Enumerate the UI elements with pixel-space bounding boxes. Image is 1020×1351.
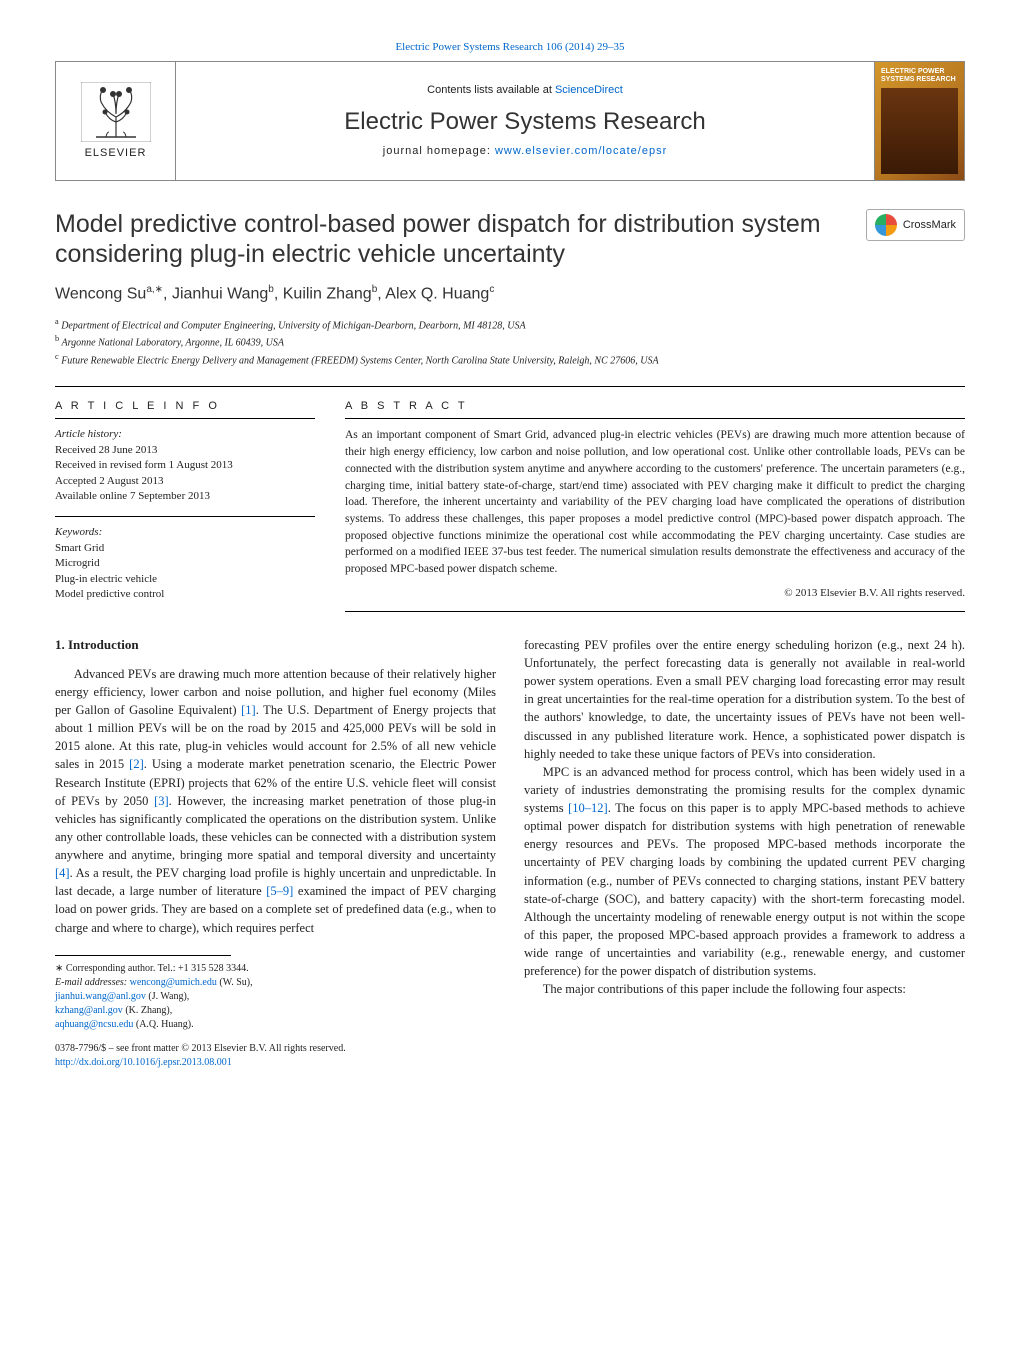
- issn-line: 0378-7796/$ – see front matter © 2013 El…: [55, 1042, 496, 1057]
- email-addresses: E-mail addresses: wencong@umich.edu (W. …: [55, 976, 496, 1032]
- article-title: Model predictive control-based power dis…: [55, 209, 846, 269]
- author-list: Wencong Sua,∗, Jianhui Wangb, Kuilin Zha…: [55, 283, 965, 306]
- history-list: Received 28 June 2013Received in revised…: [55, 443, 315, 505]
- cover-title: ELECTRIC POWER SYSTEMS RESEARCH: [881, 68, 958, 83]
- homepage-line: journal homepage: www.elsevier.com/locat…: [383, 144, 667, 159]
- section-1-heading: 1. Introduction: [55, 636, 496, 655]
- abstract-text: As an important component of Smart Grid,…: [345, 427, 965, 577]
- email-link[interactable]: kzhang@anl.gov: [55, 1005, 123, 1016]
- title-row: Model predictive control-based power dis…: [55, 209, 965, 269]
- info-rule: [55, 418, 315, 419]
- abstract-copyright: © 2013 Elsevier B.V. All rights reserved…: [345, 586, 965, 601]
- ref-3-link[interactable]: [3]: [154, 794, 169, 808]
- footnote-rule: [55, 955, 231, 956]
- contents-line: Contents lists available at ScienceDirec…: [427, 83, 623, 98]
- affiliations: a Department of Electrical and Computer …: [55, 316, 965, 368]
- article-info-heading: A R T I C L E I N F O: [55, 399, 315, 414]
- ref-1-link[interactable]: [1]: [241, 703, 256, 717]
- citation-header: Electric Power Systems Research 106 (201…: [55, 40, 965, 55]
- corresponding-author: ∗ Corresponding author. Tel.: +1 315 528…: [55, 962, 496, 976]
- journal-header-box: ELSEVIER Contents lists available at Sci…: [55, 61, 965, 181]
- column-left: 1. Introduction Advanced PEVs are drawin…: [55, 636, 496, 1071]
- history-label: Article history:: [55, 427, 315, 442]
- crossmark-icon: [875, 214, 897, 236]
- journal-cover-thumbnail: ELECTRIC POWER SYSTEMS RESEARCH: [874, 62, 964, 180]
- abstract-column: A B S T R A C T As an important componen…: [345, 399, 965, 612]
- ref-10-12-link[interactable]: [10–12]: [568, 801, 608, 815]
- cover-graphic: [881, 88, 958, 175]
- email-link[interactable]: jianhui.wang@anl.gov: [55, 991, 146, 1002]
- abstract-heading: A B S T R A C T: [345, 399, 965, 414]
- col2-paragraph-3: The major contributions of this paper in…: [524, 980, 965, 998]
- column-right: forecasting PEV profiles over the entire…: [524, 636, 965, 1071]
- affiliation-c: c Future Renewable Electric Energy Deliv…: [55, 351, 965, 368]
- sciencedirect-link[interactable]: ScienceDirect: [555, 84, 623, 96]
- citation-link[interactable]: Electric Power Systems Research 106 (201…: [395, 41, 624, 53]
- page-footer: 0378-7796/$ – see front matter © 2013 El…: [55, 1042, 496, 1071]
- intro-paragraph-1: Advanced PEVs are drawing much more atte…: [55, 665, 496, 937]
- contents-prefix: Contents lists available at: [427, 84, 555, 96]
- ref-2-link[interactable]: [2]: [129, 757, 144, 771]
- ref-4-link[interactable]: [4]: [55, 866, 70, 880]
- keywords-list: Smart GridMicrogridPlug-in electric vehi…: [55, 541, 315, 603]
- doi-link[interactable]: http://dx.doi.org/10.1016/j.epsr.2013.08…: [55, 1057, 232, 1068]
- email-link[interactable]: wencong@umich.edu: [130, 977, 217, 988]
- email-link[interactable]: aqhuang@ncsu.edu: [55, 1019, 133, 1030]
- keywords-rule: [55, 516, 315, 517]
- col2-paragraph-2: MPC is an advanced method for process co…: [524, 763, 965, 981]
- keywords-label: Keywords:: [55, 525, 315, 540]
- crossmark-label: CrossMark: [903, 218, 956, 233]
- journal-name: Electric Power Systems Research: [344, 105, 705, 139]
- col2-paragraph-1: forecasting PEV profiles over the entire…: [524, 636, 965, 763]
- affiliation-b: b Argonne National Laboratory, Argonne, …: [55, 333, 965, 350]
- homepage-link[interactable]: www.elsevier.com/locate/epsr: [495, 145, 667, 157]
- affiliation-a: a Department of Electrical and Computer …: [55, 316, 965, 333]
- homepage-prefix: journal homepage:: [383, 145, 495, 157]
- body-columns: 1. Introduction Advanced PEVs are drawin…: [55, 636, 965, 1071]
- abstract-rule: [345, 418, 965, 419]
- publisher-logo: ELSEVIER: [56, 62, 176, 180]
- abstract-bottom-rule: [345, 611, 965, 612]
- ref-5-9-link[interactable]: [5–9]: [266, 884, 293, 898]
- header-center: Contents lists available at ScienceDirec…: [176, 62, 874, 180]
- footnotes: ∗ Corresponding author. Tel.: +1 315 528…: [55, 962, 496, 1032]
- article-info: A R T I C L E I N F O Article history: R…: [55, 399, 315, 612]
- publisher-name: ELSEVIER: [85, 146, 147, 161]
- crossmark-button[interactable]: CrossMark: [866, 209, 965, 241]
- info-abstract-row: A R T I C L E I N F O Article history: R…: [55, 386, 965, 612]
- elsevier-tree-icon: [81, 82, 151, 142]
